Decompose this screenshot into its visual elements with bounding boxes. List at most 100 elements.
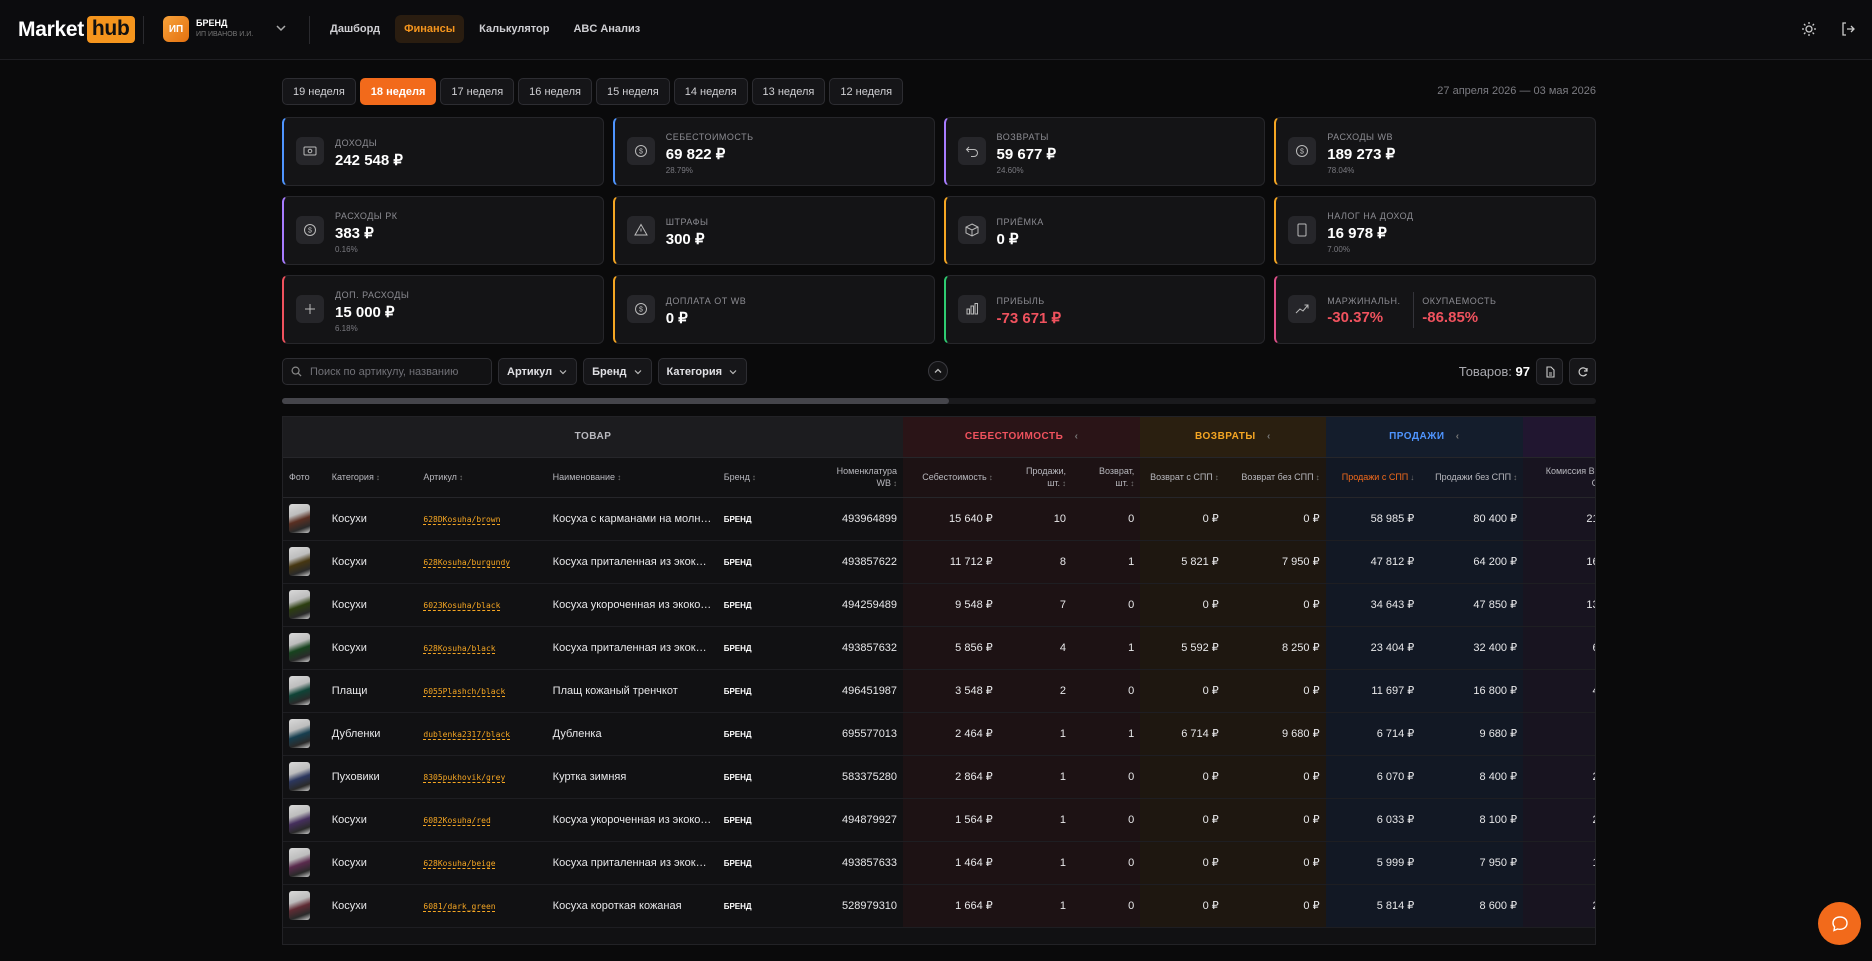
sales-spp-value: 6 033 ₽	[1376, 814, 1415, 826]
avatar: ИП	[163, 16, 189, 42]
column-header[interactable]: Комиссия ВБ без СПП↕	[1523, 457, 1595, 498]
article-value[interactable]: 628Kosuha/black	[423, 643, 496, 653]
week-tab[interactable]: 19 неделя	[282, 78, 356, 105]
article-value[interactable]: 6081/dark_green	[423, 901, 496, 911]
column-header[interactable]: Продажи без СПП ↕	[1420, 457, 1524, 498]
table-row[interactable]: Плащи 6055Plashch/black Плащ кожаный тренч…	[283, 669, 1595, 713]
cell-10: 0 ₽	[1224, 884, 1326, 928]
search-box[interactable]	[282, 358, 492, 385]
column-header[interactable]: Продажи, шт. ↕	[998, 457, 1073, 498]
column-header[interactable]: Наименование ↕	[546, 457, 718, 498]
article-value[interactable]: 628Kosuha/burgundy	[423, 557, 511, 567]
article-value[interactable]: 628Kosuha/beige	[423, 858, 496, 868]
filter-dropdown[interactable]: Категория	[657, 358, 748, 385]
filter-dropdown[interactable]: Артикул	[498, 358, 578, 385]
cell-13: 356	[1523, 712, 1595, 756]
cell-2: 628Kosuha/beige	[417, 841, 547, 885]
nav-item-2[interactable]: Калькулятор	[479, 23, 550, 35]
nav-item-0[interactable]: Дашборд	[330, 23, 381, 35]
brand-value: БРЕНД	[723, 729, 752, 739]
column-header[interactable]: Себестоимость ↕	[903, 457, 999, 498]
search-input[interactable]	[310, 365, 480, 378]
card-value: -86.85%	[1422, 309, 1479, 326]
chevron-down-icon[interactable]	[275, 22, 287, 34]
table-row[interactable]: Дубленки dublenka2317/black Дубленка БРЕНД 6…	[283, 712, 1595, 756]
chevron-left-icon[interactable]: ‹	[1071, 431, 1079, 443]
table-row[interactable]: Косухи 628Kosuha/burgundy Косуха приталенн…	[283, 540, 1595, 584]
refresh-button[interactable]	[1569, 358, 1596, 385]
table-row[interactable]: Косухи 6081/dark_green Косуха короткая кож…	[283, 884, 1595, 928]
header-label: Фото	[289, 472, 310, 482]
sales-spp-value: 47 812 ₽	[1370, 556, 1415, 568]
column-group[interactable]: ВОЗВРАТЫ ‹	[1140, 417, 1326, 458]
chevron-left-icon[interactable]: ‹	[1452, 431, 1460, 443]
product-photo[interactable]	[289, 848, 310, 877]
table-row[interactable]: Косухи 628DKosuha/brown Косуха с карманами…	[283, 497, 1595, 541]
week-tab[interactable]: 13 неделя	[751, 78, 826, 105]
column-group[interactable]: КОМ	[1523, 417, 1595, 458]
table-row[interactable]: Косухи 6023Kosuha/black Косуха укороченная…	[283, 583, 1595, 627]
column-header[interactable]: Продажи с СПП ↓	[1325, 457, 1421, 498]
logout-icon[interactable]	[1840, 21, 1856, 37]
collapse-button[interactable]	[928, 361, 948, 381]
week-tab[interactable]: 16 неделя	[518, 78, 592, 105]
cell-1: Косухи	[325, 583, 418, 627]
column-header[interactable]: Номенклатура WB ↕	[810, 457, 904, 498]
column-group[interactable]: СЕБЕСТОИМОСТЬ ‹	[903, 417, 1141, 458]
column-header[interactable]: Возврат с СПП ↕	[1140, 457, 1225, 498]
table-row[interactable]: Косухи 628Kosuha/beige Косуха приталенная …	[283, 841, 1595, 885]
article-value[interactable]: 6082Kosuha/red	[423, 815, 491, 825]
product-photo[interactable]	[289, 633, 310, 662]
chat-button[interactable]	[1818, 902, 1861, 945]
export-button[interactable]	[1536, 358, 1563, 385]
column-header[interactable]: Возврат, шт. ↕	[1072, 457, 1141, 498]
week-tab[interactable]: 18 неделя	[359, 78, 437, 105]
cell-4: БРЕНД	[717, 755, 811, 799]
week-tab[interactable]: 15 неделя	[595, 78, 670, 105]
cell-12: 9 680 ₽	[1420, 712, 1524, 756]
cell-3: Косуха укороченная из экокожи	[546, 798, 718, 842]
logo[interactable]: Market hub	[18, 16, 135, 43]
nav-item-3[interactable]: ABC Анализ	[573, 23, 641, 35]
cell-13: 13 255	[1523, 583, 1595, 627]
column-header[interactable]: Возврат без СПП ↕	[1224, 457, 1326, 498]
product-photo[interactable]	[289, 590, 310, 619]
theme-toggle-icon[interactable]	[1801, 21, 1817, 37]
product-photo[interactable]	[289, 676, 310, 705]
table-row[interactable]: Пуховики 8305pukhovik/grey Куртка зимняя БР…	[283, 755, 1595, 799]
column-group[interactable]: ТОВАР	[283, 417, 904, 458]
summary-card: НАЛОГ НА ДОХОД 16 978 ₽ 7.00%	[1274, 196, 1596, 265]
product-photo[interactable]	[289, 891, 310, 920]
nav-item-1[interactable]: Финансы	[395, 15, 465, 43]
product-photo[interactable]	[289, 547, 310, 576]
table-row[interactable]: Косухи 6082Kosuha/red Косуха укороченная и…	[283, 798, 1595, 842]
article-value[interactable]: 6023Kosuha/black	[423, 600, 501, 610]
product-photo[interactable]	[289, 762, 310, 791]
week-tab[interactable]: 12 неделя	[829, 78, 904, 105]
filter-dropdown[interactable]: Бренд	[583, 358, 652, 385]
header-label: Наименование	[552, 471, 616, 482]
chevron-left-icon[interactable]: ‹	[1263, 431, 1271, 443]
article-value[interactable]: 8305pukhovik/grey	[423, 772, 506, 782]
column-header[interactable]: Бренд ↕	[717, 457, 811, 498]
week-tab[interactable]: 14 неделя	[673, 78, 748, 105]
returns-qty-value: 1	[1128, 641, 1135, 654]
table-row[interactable]: Косухи 628Kosuha/black Косуха приталенная …	[283, 626, 1595, 670]
column-header[interactable]: Артикул ↕	[417, 457, 547, 498]
week-tab[interactable]: 17 неделя	[440, 78, 515, 105]
returns-qty-value: 0	[1128, 899, 1135, 912]
product-photo[interactable]	[289, 504, 310, 533]
column-header[interactable]: Фото	[283, 457, 326, 498]
scrollbar-thumb[interactable]	[282, 398, 949, 404]
sales-no-spp-value: 9 680 ₽	[1479, 728, 1518, 740]
brand-switcher[interactable]: ИП БРЕНД ИП ИВАНОВ И.И.	[163, 16, 253, 42]
product-photo[interactable]	[289, 805, 310, 834]
column-header[interactable]: Категория ↕	[325, 457, 418, 498]
article-value[interactable]: 6055Plashch/black	[423, 686, 506, 696]
cell-8: 0	[1072, 497, 1141, 541]
horizontal-scrollbar[interactable]	[282, 398, 1596, 404]
article-value[interactable]: dublenka2317/black	[423, 729, 511, 739]
column-group[interactable]: ПРОДАЖИ ‹	[1325, 417, 1524, 458]
article-value[interactable]: 628DKosuha/brown	[423, 514, 501, 524]
product-photo[interactable]	[289, 719, 310, 748]
